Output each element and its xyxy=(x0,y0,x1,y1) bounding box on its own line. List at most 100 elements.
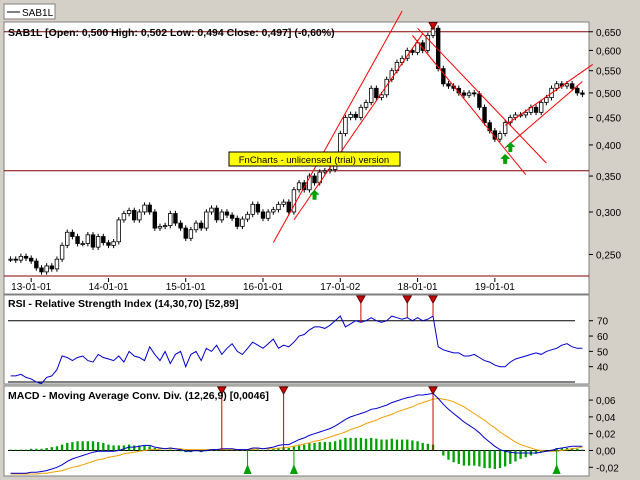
macd-histogram-bar xyxy=(292,446,296,451)
candle-body xyxy=(539,102,544,113)
macd-histogram-bar xyxy=(96,442,100,451)
macd-histogram-bar xyxy=(344,437,347,451)
legend-box[interactable] xyxy=(3,3,56,20)
price-x-tick-label: 16-01-01 xyxy=(243,282,283,293)
candle-body xyxy=(219,211,225,221)
macd-histogram-bar xyxy=(71,442,74,451)
candle-body xyxy=(59,244,65,260)
candle-body xyxy=(580,92,585,95)
buy-signal-arrow xyxy=(309,189,320,200)
macd-histogram-bar xyxy=(76,441,79,451)
macd-histogram-bar xyxy=(400,439,404,451)
macd-histogram-bar xyxy=(514,450,517,462)
macd-histogram-bar xyxy=(35,448,38,451)
macd-histogram-bar xyxy=(19,449,23,451)
macd-histogram-bar xyxy=(117,445,120,451)
macd-histogram-bar xyxy=(395,439,399,451)
rsi-y-tick-label: 50 xyxy=(597,347,609,358)
candle-body xyxy=(523,111,528,116)
macd-histogram-bar xyxy=(560,447,563,451)
candle-body xyxy=(343,117,348,134)
candle-body xyxy=(307,175,312,191)
rsi-y-tick-label: 40 xyxy=(597,363,609,374)
macd-y-tick-label: 0,06 xyxy=(596,396,616,407)
candle-body xyxy=(265,211,271,219)
candle-body xyxy=(296,182,302,191)
candle-body xyxy=(183,227,188,239)
candle-body xyxy=(425,34,431,51)
candle-body xyxy=(271,209,276,213)
macd-histogram-bar xyxy=(421,442,424,451)
price-x-tick-label: 17-01-02 xyxy=(320,282,360,293)
candle-body xyxy=(554,83,559,89)
macd-panel[interactable] xyxy=(3,385,590,477)
macd-y-tick-label: 0,02 xyxy=(596,430,616,441)
candle-body xyxy=(575,87,580,94)
macd-histogram-bar xyxy=(303,444,306,451)
candle-body xyxy=(54,258,60,270)
candle-body xyxy=(13,258,18,261)
macd-sell-marker xyxy=(428,386,438,396)
macd-histogram-bar xyxy=(55,446,59,451)
candle-body xyxy=(276,203,281,211)
legend-bar xyxy=(0,0,640,22)
macd-histogram-bar xyxy=(60,444,64,451)
candle-body xyxy=(569,83,575,89)
rsi-y-tick-label: 70 xyxy=(597,317,609,328)
trend-line xyxy=(417,27,547,164)
macd-histogram-bar xyxy=(138,445,141,451)
macd-histogram-bar xyxy=(524,450,527,458)
macd-histogram-bar xyxy=(509,450,512,464)
candle-body xyxy=(245,213,250,220)
macd-histogram-bar xyxy=(297,444,301,451)
macd-header: MACD - Moving Average Conv. Div. (12,26,… xyxy=(8,390,269,402)
candle-body xyxy=(281,201,286,205)
macd-histogram-bar xyxy=(122,445,126,451)
macd-histogram-bar xyxy=(158,449,162,451)
candle-body xyxy=(70,231,75,237)
candle-body xyxy=(95,236,101,248)
candle-body xyxy=(224,211,230,216)
macd-histogram-bar xyxy=(236,450,239,451)
candle-body xyxy=(322,170,328,173)
macd-histogram-bar xyxy=(380,439,383,451)
candle-body xyxy=(75,236,80,244)
price-y-tick-label: 0,250 xyxy=(596,250,621,261)
macd-histogram-bar xyxy=(437,450,440,451)
candle-body xyxy=(49,265,54,270)
macd-histogram-bar xyxy=(30,448,33,451)
candle-body xyxy=(214,207,219,221)
candle-body xyxy=(188,229,194,239)
candle-body xyxy=(90,234,96,248)
candle-body xyxy=(533,106,539,113)
macd-histogram-bar xyxy=(349,437,352,451)
price-y-tick-label: 0,450 xyxy=(596,113,621,124)
price-y-tick-label: 0,550 xyxy=(596,67,621,78)
candle-body xyxy=(142,204,147,213)
rsi-sell-marker xyxy=(356,295,366,305)
macd-histogram-bar xyxy=(406,439,409,451)
candle-body xyxy=(466,92,472,96)
macd-histogram-bar xyxy=(426,443,430,451)
candle-body xyxy=(116,219,121,243)
candle-body xyxy=(240,218,245,227)
rsi-chart: 40 50 60 70 xyxy=(8,295,609,385)
macd-histogram-bar xyxy=(169,449,172,451)
macd-histogram-bar xyxy=(215,450,218,451)
macd-histogram-bar xyxy=(462,450,466,466)
macd-histogram-bar xyxy=(576,448,579,451)
macd-histogram-bar xyxy=(442,450,445,456)
candle-body xyxy=(477,93,482,108)
macd-histogram-bar xyxy=(143,445,146,451)
macd-histogram-bar xyxy=(452,450,455,463)
macd-histogram-bar xyxy=(411,440,414,451)
candle-body xyxy=(482,106,487,124)
macd-histogram-bar xyxy=(478,450,481,467)
candle-body xyxy=(168,213,173,226)
macd-histogram-bar xyxy=(163,450,167,451)
candle-body xyxy=(497,133,503,140)
macd-histogram-bar xyxy=(467,450,471,466)
macd-histogram-bar xyxy=(534,450,538,454)
trial-banner-text: FnCharts - unlicensed (trial) version xyxy=(239,155,389,166)
